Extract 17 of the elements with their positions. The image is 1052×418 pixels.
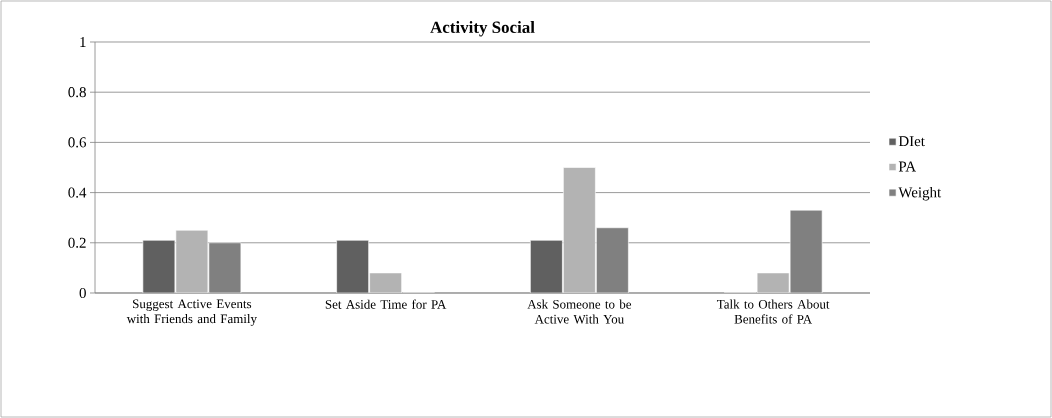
legend-label: PA bbox=[898, 161, 916, 172]
y-tick-label: 1 bbox=[80, 37, 86, 47]
x-tick-label: Set Aside Time for PA bbox=[325, 299, 447, 309]
chart-title: Activity Social bbox=[430, 21, 535, 37]
x-tick-label: Suggest Active Events with Friends and Family bbox=[126, 299, 257, 326]
x-tick-label: Talk to Others About Benefits of PA bbox=[716, 299, 830, 324]
bar bbox=[336, 239, 369, 293]
y-tick-label: 0.4 bbox=[68, 187, 87, 198]
legend-label: Weight bbox=[898, 186, 942, 201]
y-tick-label: 0.8 bbox=[68, 87, 86, 98]
y-tick-label: 0.2 bbox=[68, 237, 86, 248]
bar bbox=[142, 239, 176, 293]
legend-label: DIet bbox=[898, 136, 925, 147]
x-tick-label: Ask Someone to be Active With You bbox=[527, 299, 632, 324]
y-tick-label: 0 bbox=[79, 287, 86, 299]
bar bbox=[530, 239, 563, 293]
y-tick-label: 0.6 bbox=[68, 137, 87, 148]
